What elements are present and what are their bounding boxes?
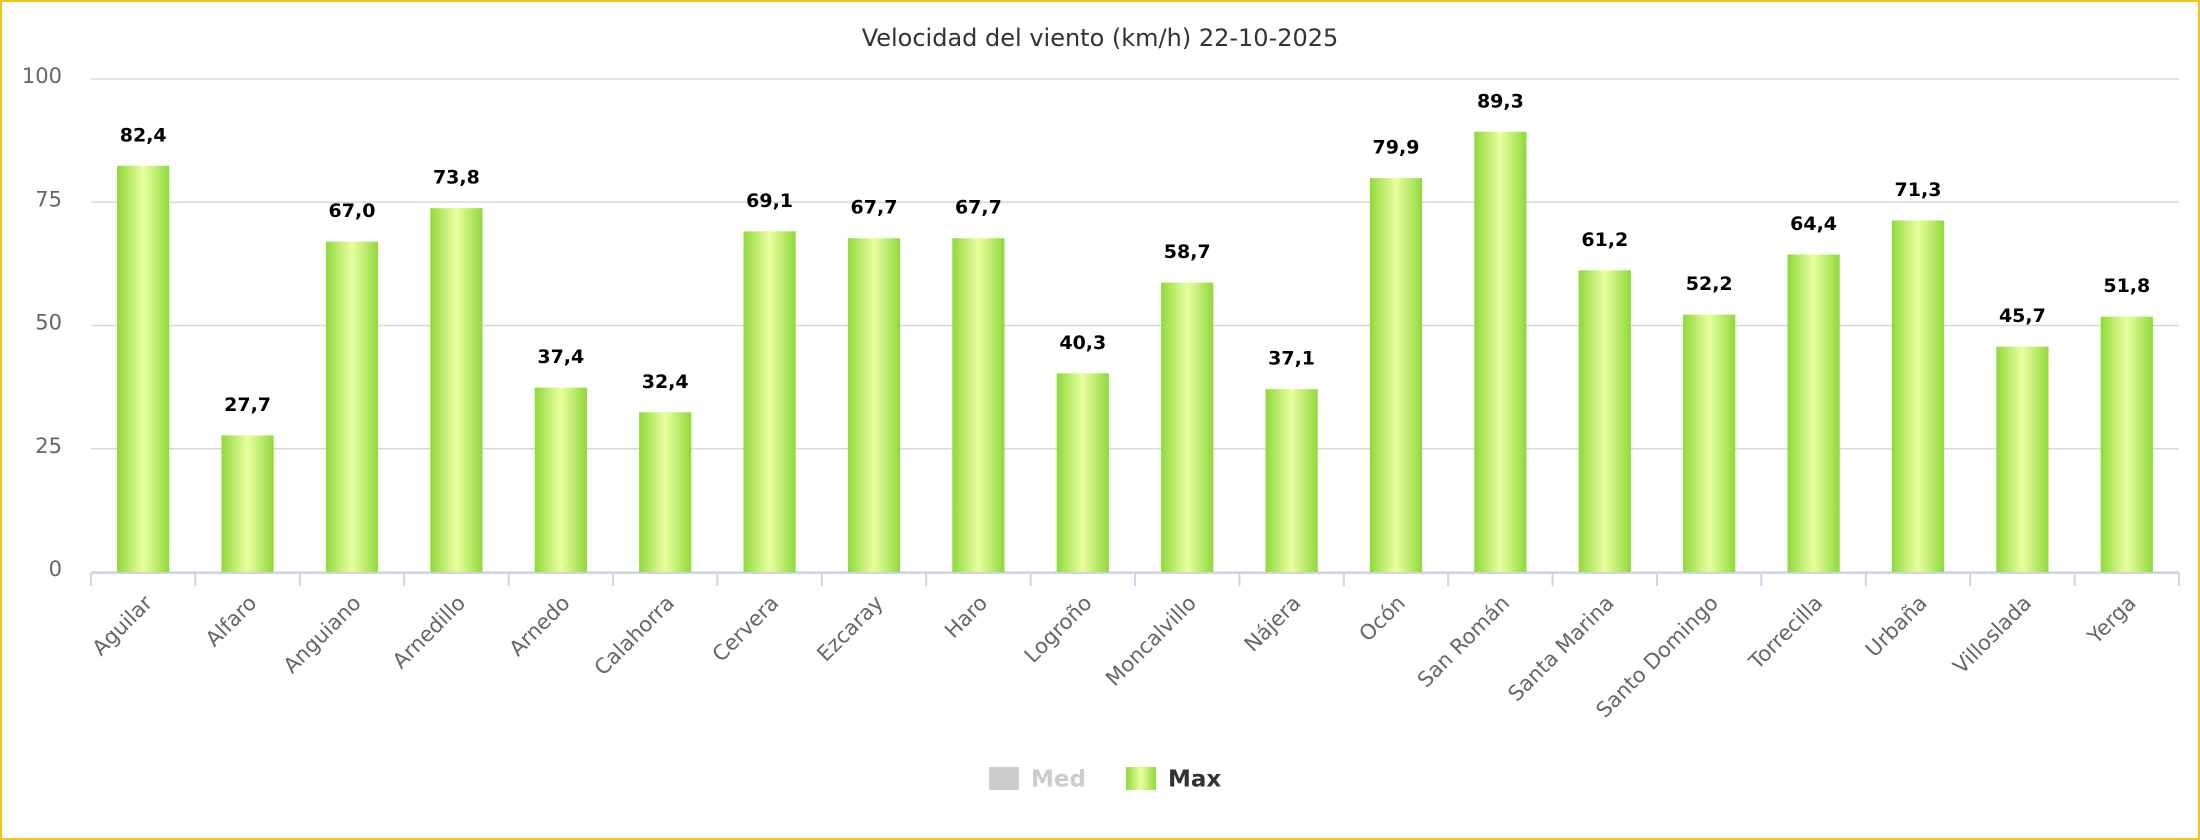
bar [1787, 254, 1840, 572]
value-label: 37,4 [537, 346, 584, 368]
bar [1474, 131, 1527, 572]
value-label: 79,9 [1373, 137, 1420, 159]
legend-label: Med [1031, 767, 1086, 793]
y-tick-label: 100 [22, 64, 62, 88]
value-label: 32,4 [642, 371, 689, 393]
value-label: 89,3 [1477, 90, 1524, 112]
bar [952, 238, 1005, 572]
bar [1996, 346, 2049, 572]
value-label: 67,0 [329, 200, 376, 222]
y-tick-label: 25 [35, 434, 62, 458]
value-label: 64,4 [1790, 213, 1837, 235]
legend-swatch [989, 767, 1019, 790]
value-label: 40,3 [1059, 332, 1106, 354]
bar [847, 238, 901, 572]
value-label: 82,4 [120, 124, 167, 146]
y-tick-label: 50 [35, 311, 62, 335]
legend-label: Max [1168, 767, 1221, 793]
value-label: 67,7 [955, 197, 1002, 219]
bar [1578, 270, 1631, 572]
value-label: 71,3 [1895, 179, 1942, 201]
value-label: 58,7 [1164, 241, 1211, 263]
bar [1265, 389, 1318, 572]
legend-swatch [1125, 767, 1156, 790]
value-label: 51,8 [2103, 275, 2150, 297]
bar [430, 208, 483, 572]
y-tick-label: 0 [49, 557, 62, 581]
value-label: 61,2 [1581, 229, 1628, 251]
chart-title: Velocidad del viento (km/h) 22-10-2025 [862, 24, 1339, 52]
bar [117, 165, 170, 572]
bar [221, 435, 274, 572]
y-tick-label: 75 [35, 187, 62, 211]
value-label: 67,7 [851, 197, 898, 219]
bar [534, 387, 587, 572]
bar [325, 241, 379, 572]
bar [1161, 282, 1214, 572]
value-label: 37,1 [1268, 348, 1315, 370]
value-label: 73,8 [433, 167, 480, 189]
bar [1891, 220, 1945, 572]
bar [2100, 316, 2153, 572]
value-label: 52,2 [1686, 273, 1733, 295]
bar [639, 412, 692, 572]
bar [743, 231, 796, 572]
value-label: 27,7 [224, 394, 271, 416]
value-label: 69,1 [746, 190, 793, 212]
bar [1056, 373, 1109, 572]
bar [1369, 178, 1423, 572]
value-label: 45,7 [1999, 305, 2046, 327]
bar [1683, 314, 1736, 572]
